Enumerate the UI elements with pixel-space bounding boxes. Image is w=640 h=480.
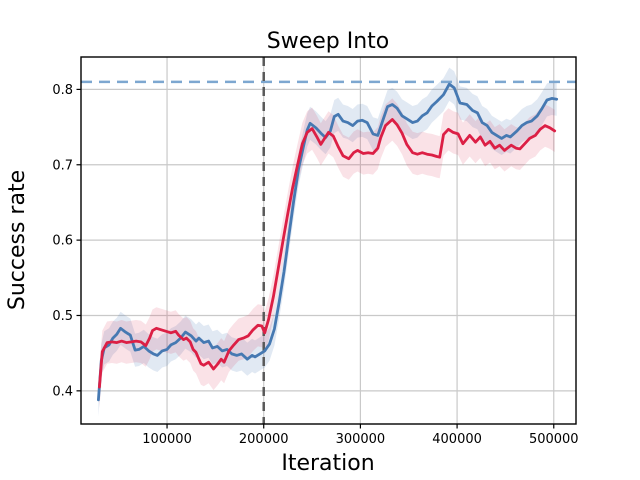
y-tick-label: 0.4 (52, 384, 73, 399)
chart-title: Sweep Into (267, 29, 390, 54)
x-tick-label: 500000 (529, 432, 579, 447)
x-tick-label: 300000 (336, 432, 386, 447)
y-tick-label: 0.5 (52, 309, 73, 324)
plot-spines (80, 56, 577, 425)
x-tick-label: 200000 (239, 432, 289, 447)
blue-series-line (97, 82, 559, 402)
y-tick-label: 0.8 (52, 83, 73, 98)
y-axis-label: Success rate (5, 170, 30, 310)
ticks-layer: 100000 200000 300000 400000 500000 0.4 0.5 0.6 0… (52, 83, 578, 447)
red-confidence-band (99, 98, 555, 409)
y-tick-label: 0.7 (52, 158, 73, 173)
confidence-bands-layer (98, 67, 557, 417)
x-tick-label: 400000 (432, 432, 482, 447)
x-tick-label: 100000 (142, 432, 192, 447)
reference-lines-layer (81, 57, 576, 424)
series-lines-layer (97, 82, 559, 402)
x-axis-label: Iteration (281, 451, 374, 476)
red-series-line (98, 118, 557, 389)
blue-confidence-band (98, 67, 557, 417)
y-tick-label: 0.6 (52, 234, 73, 249)
